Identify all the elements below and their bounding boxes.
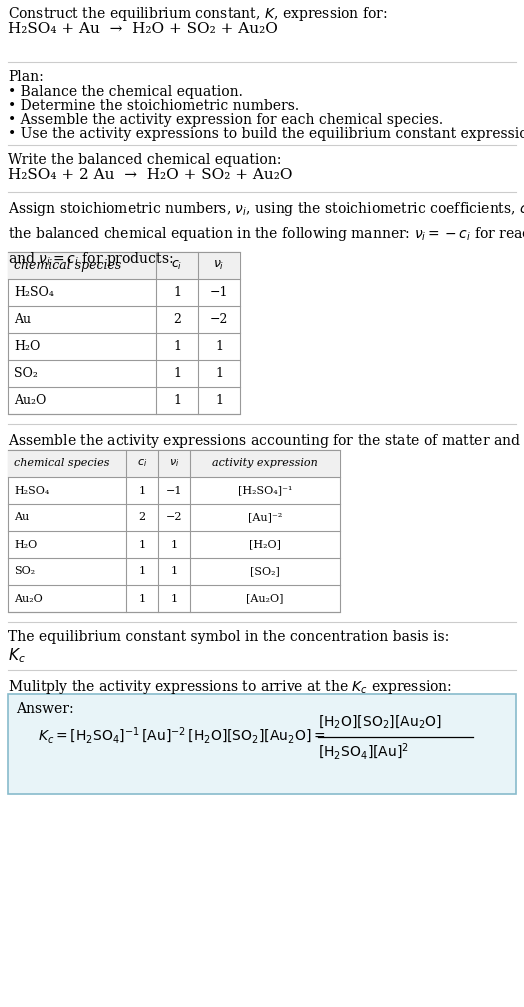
Text: Au: Au xyxy=(14,313,31,326)
Text: • Use the activity expressions to build the equilibrium constant expression.: • Use the activity expressions to build … xyxy=(8,127,524,141)
Text: $\nu_i$: $\nu_i$ xyxy=(213,259,225,272)
Text: −2: −2 xyxy=(166,513,182,523)
Bar xyxy=(8,450,340,477)
Text: [SO₂]: [SO₂] xyxy=(250,567,280,576)
Text: 1: 1 xyxy=(138,540,146,550)
Text: 2: 2 xyxy=(138,513,146,523)
Text: Assign stoichiometric numbers, $\nu_i$, using the stoichiometric coefficients, $: Assign stoichiometric numbers, $\nu_i$, … xyxy=(8,200,524,268)
Text: activity expression: activity expression xyxy=(212,458,318,468)
Text: 1: 1 xyxy=(173,286,181,299)
Text: 1: 1 xyxy=(138,593,146,603)
Bar xyxy=(8,450,340,612)
Text: 1: 1 xyxy=(173,394,181,407)
Text: 1: 1 xyxy=(173,367,181,380)
Text: $c_i$: $c_i$ xyxy=(171,259,183,272)
Text: 1: 1 xyxy=(170,593,178,603)
Text: • Balance the chemical equation.: • Balance the chemical equation. xyxy=(8,85,243,99)
Text: Au: Au xyxy=(14,513,29,523)
Text: $c_i$: $c_i$ xyxy=(137,457,147,469)
Text: H₂SO₄ + Au  →  H₂O + SO₂ + Au₂O: H₂SO₄ + Au → H₂O + SO₂ + Au₂O xyxy=(8,22,278,36)
Text: Au₂O: Au₂O xyxy=(14,593,43,603)
Text: 1: 1 xyxy=(173,340,181,353)
Text: Mulitply the activity expressions to arrive at the $K_c$ expression:: Mulitply the activity expressions to arr… xyxy=(8,678,452,696)
Text: SO₂: SO₂ xyxy=(14,367,38,380)
Text: [H₂SO₄]⁻¹: [H₂SO₄]⁻¹ xyxy=(238,485,292,495)
Text: Write the balanced chemical equation:: Write the balanced chemical equation: xyxy=(8,153,281,167)
Text: $K_c = [\mathrm{H_2SO_4}]^{-1}\,[\mathrm{Au}]^{-2}\,[\mathrm{H_2O}][\mathrm{SO_2: $K_c = [\mathrm{H_2SO_4}]^{-1}\,[\mathrm… xyxy=(38,726,325,746)
Text: 1: 1 xyxy=(170,540,178,550)
Text: Assemble the activity expressions accounting for the state of matter and $\nu_i$: Assemble the activity expressions accoun… xyxy=(8,432,524,450)
Text: SO₂: SO₂ xyxy=(14,567,35,576)
Text: [Au₂O]: [Au₂O] xyxy=(246,593,284,603)
Text: H₂O: H₂O xyxy=(14,340,40,353)
Text: The equilibrium constant symbol in the concentration basis is:: The equilibrium constant symbol in the c… xyxy=(8,630,449,644)
Text: 1: 1 xyxy=(215,394,223,407)
Text: 2: 2 xyxy=(173,313,181,326)
Text: chemical species: chemical species xyxy=(14,259,121,272)
Text: −1: −1 xyxy=(210,286,228,299)
Text: H₂SO₄: H₂SO₄ xyxy=(14,286,54,299)
Text: Construct the equilibrium constant, $K$, expression for:: Construct the equilibrium constant, $K$,… xyxy=(8,5,388,23)
Text: 1: 1 xyxy=(170,567,178,576)
Text: Answer:: Answer: xyxy=(16,702,74,716)
Text: Plan:: Plan: xyxy=(8,70,43,84)
Text: $[\mathrm{H_2SO_4}][\mathrm{Au}]^2$: $[\mathrm{H_2SO_4}][\mathrm{Au}]^2$ xyxy=(318,742,409,762)
Text: H₂O: H₂O xyxy=(14,540,37,550)
Text: [H₂O]: [H₂O] xyxy=(249,540,281,550)
Text: 1: 1 xyxy=(215,340,223,353)
Text: Au₂O: Au₂O xyxy=(14,394,47,407)
Text: $\nu_i$: $\nu_i$ xyxy=(169,457,179,469)
Text: • Determine the stoichiometric numbers.: • Determine the stoichiometric numbers. xyxy=(8,99,299,113)
Text: −1: −1 xyxy=(166,485,182,495)
Text: H₂SO₄: H₂SO₄ xyxy=(14,485,49,495)
Text: H₂SO₄ + 2 Au  →  H₂O + SO₂ + Au₂O: H₂SO₄ + 2 Au → H₂O + SO₂ + Au₂O xyxy=(8,168,292,182)
Text: 1: 1 xyxy=(215,367,223,380)
Bar xyxy=(8,252,240,279)
Text: 1: 1 xyxy=(138,485,146,495)
Text: $[\mathrm{H_2O}][\mathrm{SO_2}][\mathrm{Au_2O}]$: $[\mathrm{H_2O}][\mathrm{SO_2}][\mathrm{… xyxy=(318,714,442,730)
Text: chemical species: chemical species xyxy=(14,458,110,468)
Text: 1: 1 xyxy=(138,567,146,576)
Text: [Au]⁻²: [Au]⁻² xyxy=(248,513,282,523)
Text: $K_c$: $K_c$ xyxy=(8,646,26,665)
Text: −2: −2 xyxy=(210,313,228,326)
Bar xyxy=(8,694,516,794)
Text: • Assemble the activity expression for each chemical species.: • Assemble the activity expression for e… xyxy=(8,113,443,127)
Bar xyxy=(8,252,240,414)
